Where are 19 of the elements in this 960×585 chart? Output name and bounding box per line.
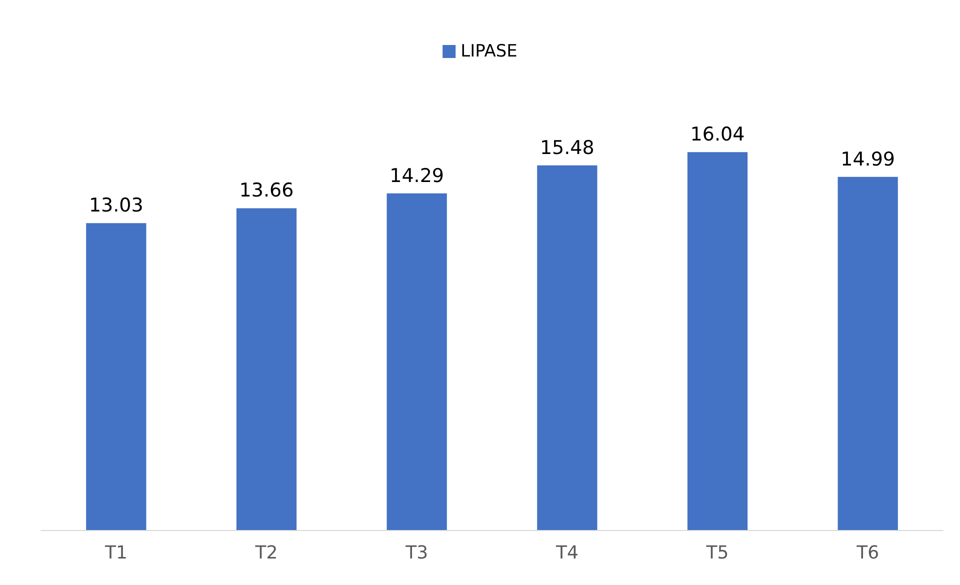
bar <box>537 165 598 530</box>
data-label: 13.03 <box>88 194 144 217</box>
data-label: 15.48 <box>540 136 594 159</box>
x-tick-label: T5 <box>705 542 729 564</box>
x-tick-label: T3 <box>404 542 428 564</box>
x-tick-label: T4 <box>554 542 578 564</box>
data-label: 16.04 <box>690 124 745 146</box>
data-label: 14.29 <box>390 164 444 187</box>
legend-label: LIPASE <box>460 42 518 62</box>
x-tick-label: T2 <box>254 542 278 564</box>
bar <box>838 176 898 530</box>
x-tick-label: T6 <box>856 542 880 564</box>
x-tick-label: T1 <box>104 542 128 564</box>
bar <box>236 208 297 530</box>
bar <box>687 152 748 530</box>
data-label: 14.99 <box>840 148 896 170</box>
data-label: 13.66 <box>239 180 294 202</box>
bar <box>386 193 447 530</box>
bar <box>86 223 146 530</box>
